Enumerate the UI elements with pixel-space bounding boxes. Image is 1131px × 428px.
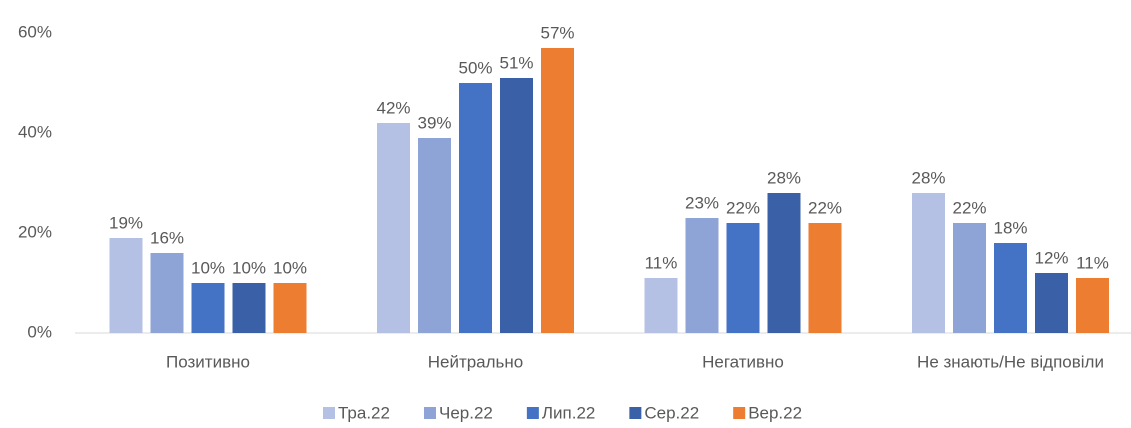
data-label: 50% [458,58,492,77]
legend-label: Вер.22 [748,403,802,422]
y-tick-label: 40% [18,122,52,141]
data-label: 42% [376,98,410,117]
bar [685,218,719,333]
bar [377,123,410,333]
legend-label: Тра.22 [338,403,390,422]
legend-swatch [323,407,335,419]
x-tick-label: Нейтрально [428,352,524,371]
y-tick-label: 20% [18,222,52,241]
data-label: 28% [911,168,945,187]
legend-swatch [733,407,746,419]
data-label: 18% [993,218,1027,237]
data-label: 22% [808,198,842,217]
bar [109,238,143,333]
data-label: 23% [685,193,719,212]
legend-swatch [423,407,436,419]
x-tick-label: Не знають/Не відповіли [917,352,1104,371]
data-label: 57% [540,23,574,42]
legend-swatch [526,407,539,419]
bar [912,193,945,333]
data-label: 39% [417,113,451,132]
data-label: 11% [1076,253,1109,272]
bar [1076,278,1109,333]
data-label: 51% [499,53,533,72]
data-label: 16% [150,228,184,247]
data-label: 12% [1034,248,1068,267]
data-label: 19% [109,213,143,232]
bar [953,223,986,333]
x-tick-label: Негативно [702,352,784,371]
bar [644,278,678,333]
y-tick-label: 60% [18,22,52,41]
bar [418,138,451,333]
legend-label: Чер.22 [439,403,493,422]
bar [150,253,184,333]
bar [232,283,266,333]
data-label: 10% [191,258,225,277]
legend-label: Лип.22 [542,403,596,422]
data-label: 10% [232,258,266,277]
data-label: 10% [273,258,307,277]
legend-label: Сер.22 [644,403,699,422]
x-tick-label: Позитивно [166,352,250,371]
bar [1035,273,1068,333]
bar [500,78,533,333]
bar [459,83,492,333]
data-label: 22% [726,198,760,217]
bar [767,193,801,333]
data-label: 11% [645,253,678,272]
bar [994,243,1027,333]
bar [726,223,760,333]
y-tick-label: 0% [27,322,52,341]
data-label: 28% [767,168,801,187]
legend-swatch [629,407,642,419]
bar [541,48,574,333]
bar [808,223,842,333]
bar [191,283,225,333]
bar [273,283,307,333]
data-label: 22% [952,198,986,217]
